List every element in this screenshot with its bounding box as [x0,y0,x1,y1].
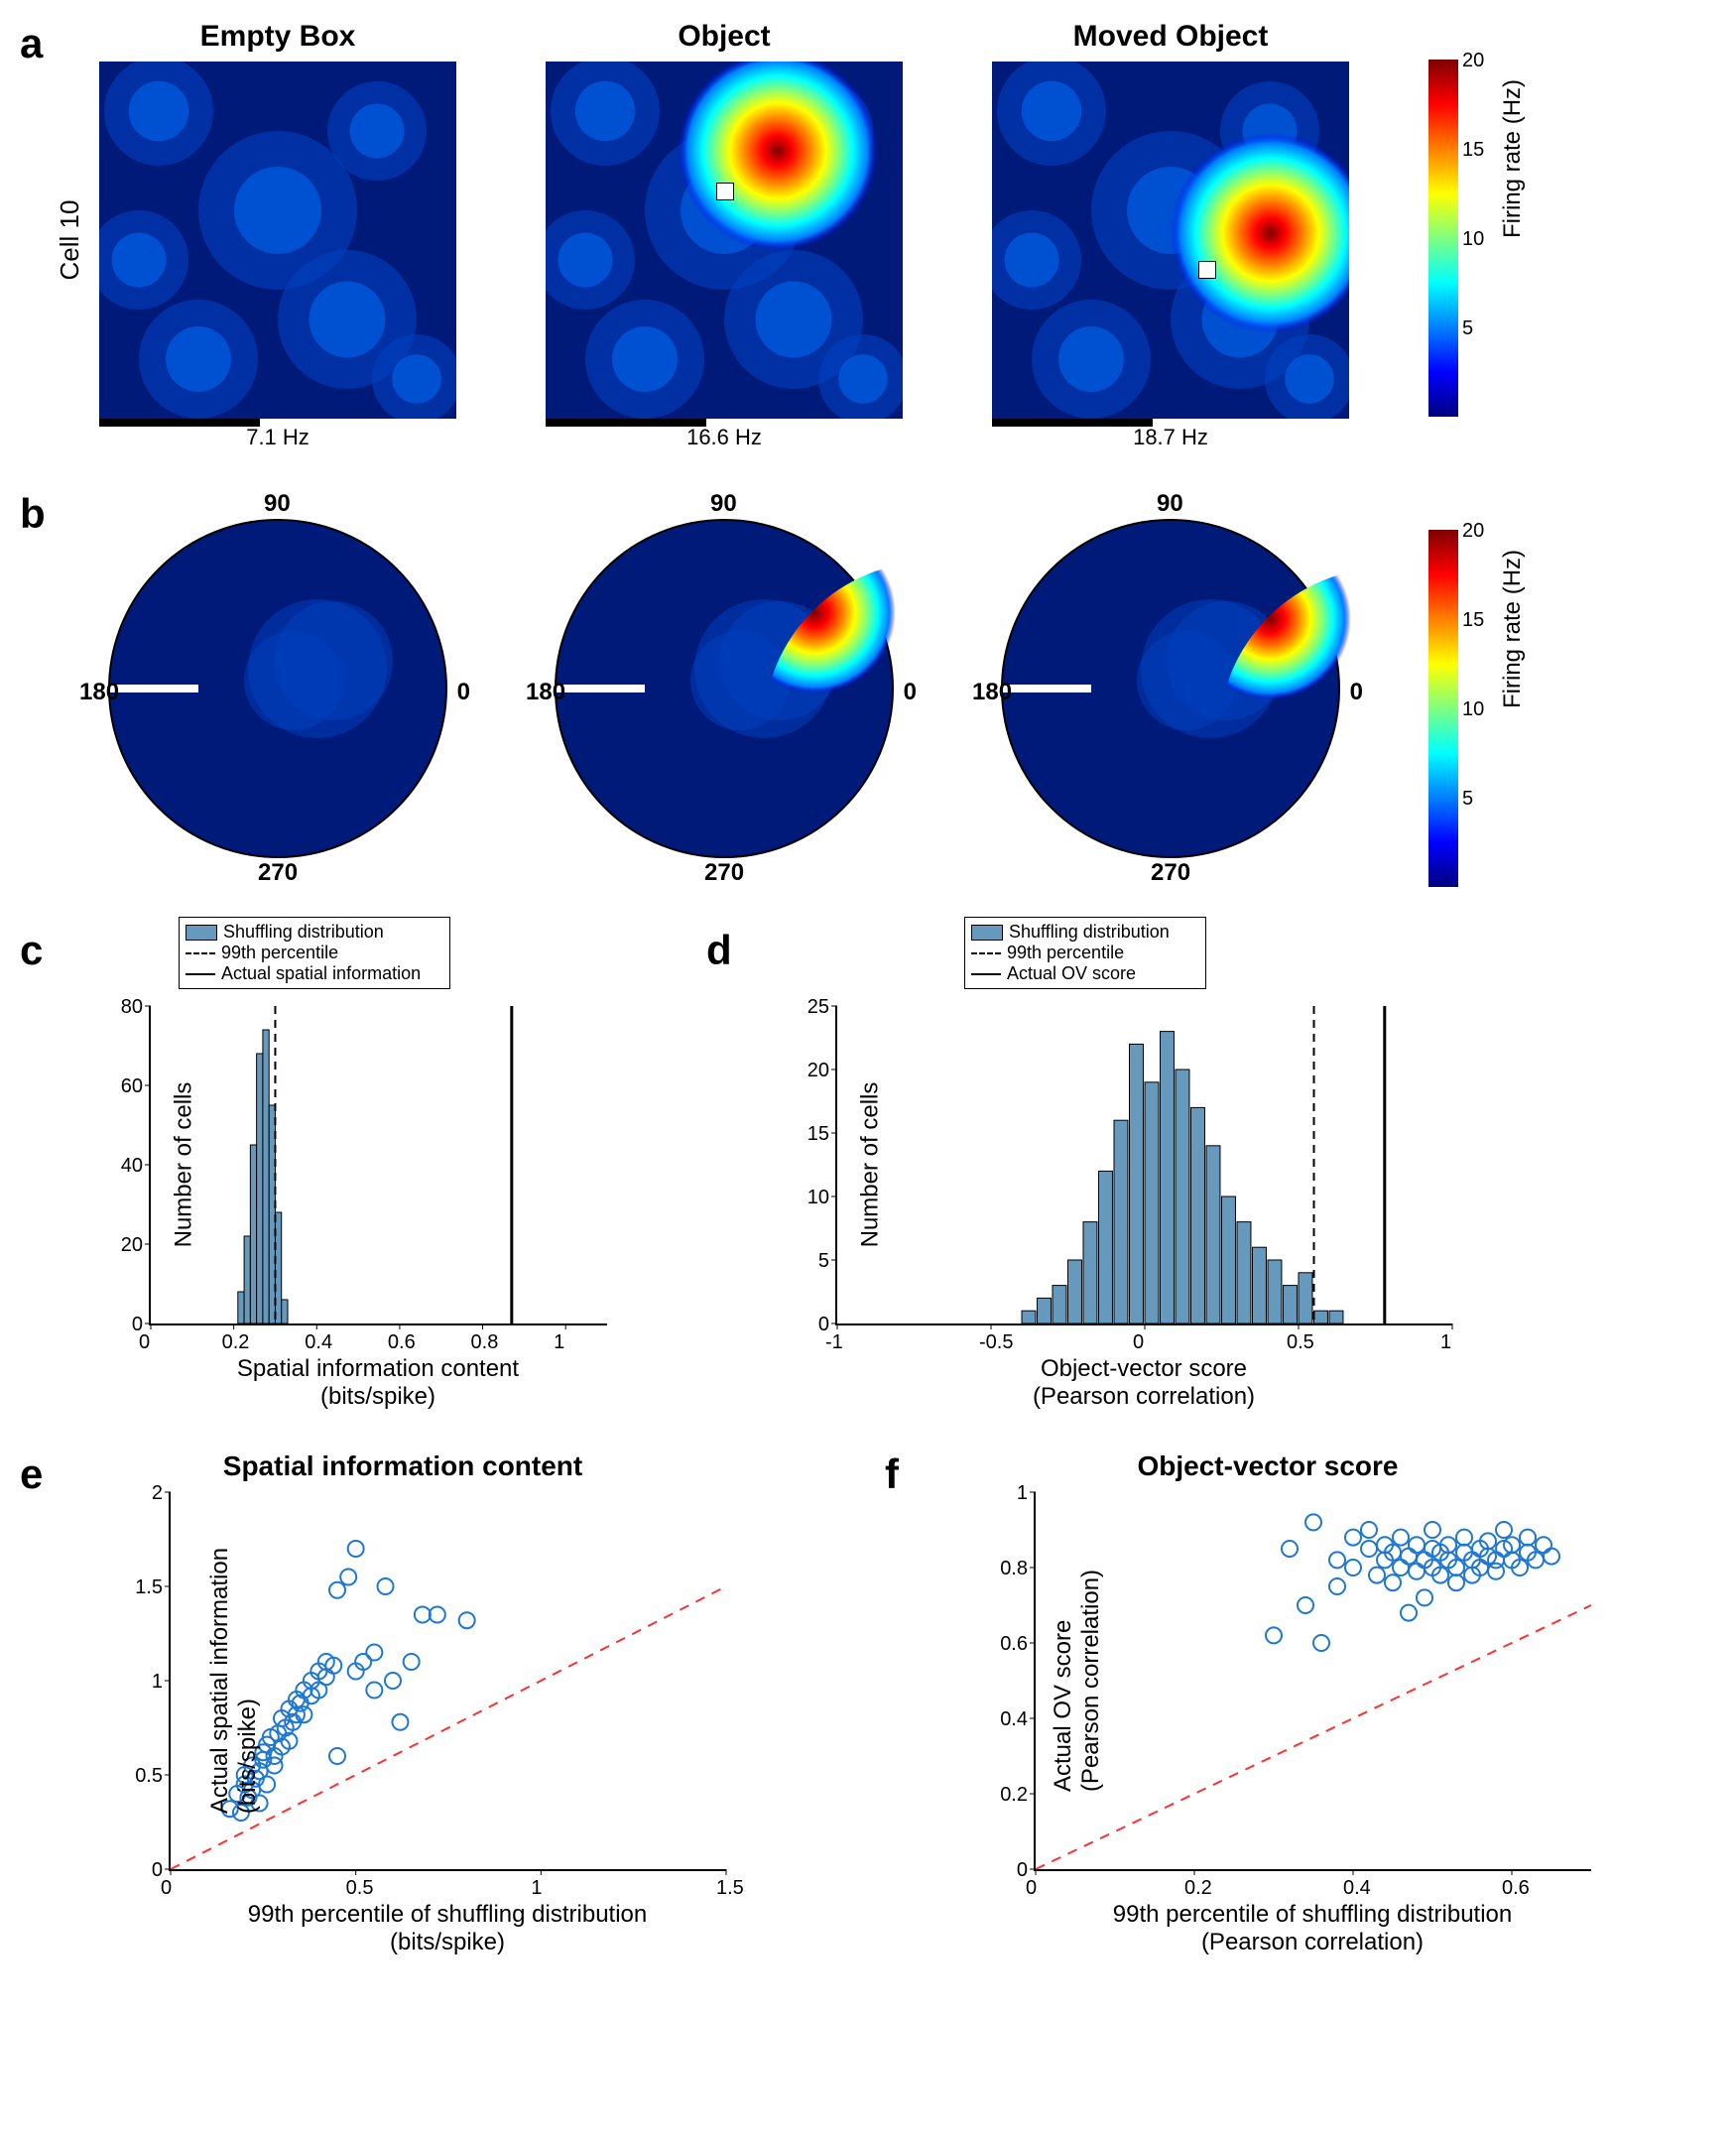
panel-e-label: e [20,1450,43,1497]
heatmap-object: Object 16.6 Hz [526,20,923,450]
scalebar [992,419,1153,427]
colorbar-a: 5101520Firing rate (Hz) [1419,20,1458,417]
panel-b-label: b [20,490,46,537]
panel-cd-row: c Shuffling distribution99th percentileA… [20,927,1716,1411]
object-marker [1198,261,1216,279]
heatmap-empty-box: Empty BoxCell 107.1 Hz [79,20,476,450]
scatter-ov-score: Object-vector score Actual OV score(Pears… [944,1450,1591,1956]
y-axis-label: Actual spatial information(bits/spike) [206,1548,262,1814]
scalebar [99,419,260,427]
figure-root: a Empty BoxCell 107.1 Hz Object16.6 Hz M… [20,20,1716,1956]
colorbar-label: Firing rate (Hz) [1499,550,1527,708]
panel-d-label: d [706,927,732,973]
polar-empty: 090180270 [79,490,476,887]
colorbar-label: Firing rate (Hz) [1499,79,1527,238]
heatmap-title: Empty Box [200,20,356,54]
histogram-spatial-info: Shuffling distribution99th percentileAct… [79,927,607,1411]
heatmap-title: Object [678,20,770,54]
panel-f-label: f [885,1450,899,1497]
y-axis-label: Number of cells [170,1082,197,1248]
panel-a-row: a Empty BoxCell 107.1 Hz Object16.6 Hz M… [20,20,1716,450]
x-axis-label: Object-vector score(Pearson correlation) [835,1355,1452,1411]
histogram-ov-score: Shuffling distribution99th percentileAct… [766,927,1452,1411]
panel-c-label: c [20,927,43,973]
heatmap-moved-object: Moved Object 18.7 Hz [972,20,1369,450]
panel-b-row: b 090180270 090180270 090180270 5101520F… [20,490,1716,887]
panel-a-label: a [20,20,43,66]
scatter-title: Spatial information content [79,1450,726,1482]
polar-object: 090180270 [526,490,923,887]
polar-moved: 090180270 [972,490,1369,887]
peak-rate-label: 7.1 Hz [246,425,310,450]
cell-label: Cell 10 [55,200,85,281]
panel-b-content: 090180270 090180270 090180270 5101520Fir… [79,490,1716,887]
y-axis-label: Number of cells [856,1082,884,1248]
colorbar-b: 5101520Firing rate (Hz) [1419,490,1458,887]
x-axis-label: Spatial information content(bits/spike) [149,1355,607,1411]
y-axis-label: Actual OV score(Pearson correlation) [1050,1570,1105,1792]
x-axis-label: 99th percentile of shuffling distributio… [169,1901,726,1956]
panel-ef-row: e Spatial information content Actual spat… [20,1450,1716,1956]
peak-rate-label: 18.7 Hz [1133,425,1208,450]
scatter-spatial-info: Spatial information content Actual spatia… [79,1450,726,1956]
x-axis-label: 99th percentile of shuffling distributio… [1034,1901,1591,1956]
object-marker [716,183,734,200]
panel-a-content: Empty BoxCell 107.1 Hz Object 16.6 Hz Mov… [79,20,1716,450]
peak-rate-label: 16.6 Hz [686,425,762,450]
scatter-title: Object-vector score [944,1450,1591,1482]
scalebar [546,419,706,427]
heatmap-title: Moved Object [1073,20,1269,54]
